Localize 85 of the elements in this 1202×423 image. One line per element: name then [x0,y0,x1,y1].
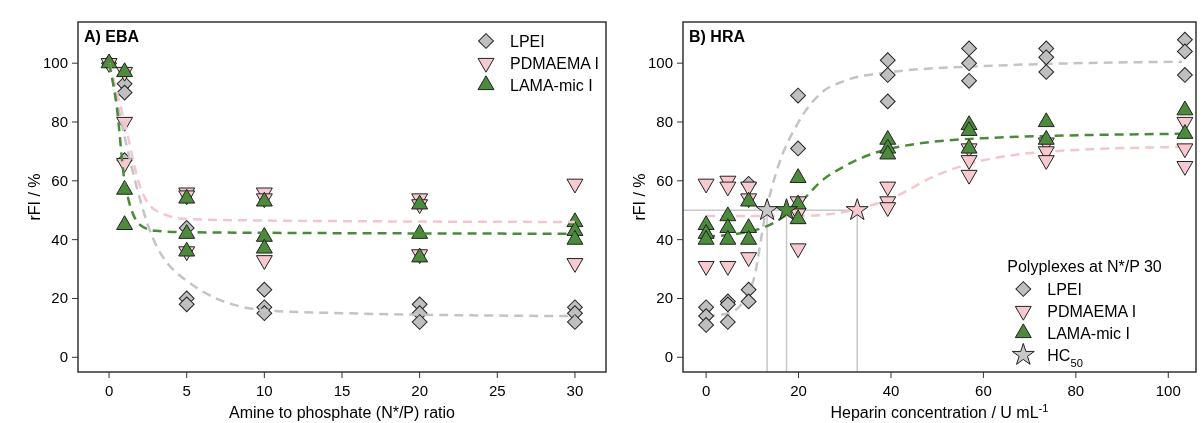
x-tick-label: 60 [975,382,992,399]
point [1176,31,1193,48]
x-tick-label: 20 [790,382,807,399]
point [879,67,896,83]
point [1176,124,1194,139]
point [116,179,134,195]
point [719,206,737,222]
point [740,218,758,233]
x-axis-title: Heparin concentration / U mL$^{-1}$ [830,402,1049,421]
point [1176,43,1193,60]
x-tick-label: 100 [1155,382,1181,399]
legend-label: PDMAEMA I [1047,303,1137,320]
x-tick-label: 25 [488,382,506,399]
y-axis-title: rFI / % [26,173,43,221]
legend-label: PDMAEMA I [510,55,599,72]
legend-title: Polyplexes at N*/P 30 [1007,258,1162,275]
x-tick-label: 40 [882,382,900,399]
legend-label: HC$_{50}$ [1047,347,1083,369]
point [961,72,977,89]
y-tick-label: 0 [664,348,673,366]
x-tick-label: 10 [256,382,273,399]
point [1037,129,1055,145]
point [178,296,195,313]
y-axis-title: rFI / % [631,173,648,221]
y-tick-label: 20 [51,289,68,307]
point [755,198,779,221]
point [116,62,134,78]
y-tick-label: 20 [656,289,673,307]
chart-title: B) HRA [689,28,746,45]
point [719,218,737,233]
x-tick-label: 80 [1067,382,1085,399]
point [256,281,273,298]
point [961,40,977,57]
point [960,138,978,154]
y-tick-label: 80 [51,113,68,130]
point [719,229,737,245]
point [1037,112,1055,128]
legend-label: LAMA-mic I [1047,325,1130,342]
point [567,314,583,330]
point [740,293,757,310]
legend-label: LPEI [1047,281,1082,298]
y-tick-label: 100 [42,54,68,72]
y-tick-label: 100 [647,54,673,72]
point [1038,64,1055,80]
chart-title: A) EBA [84,28,140,45]
point [879,144,897,160]
point [178,241,196,257]
legend-label: LPEI [510,33,545,50]
point [879,93,896,110]
point [1176,67,1193,83]
y-tick-label: 80 [656,113,673,130]
point [790,140,806,157]
x-tick-label: 30 [566,382,584,399]
y-tick-label: 40 [51,230,68,248]
point [411,314,428,330]
point [1176,100,1194,116]
point [255,238,273,254]
y-tick-label: 0 [59,348,68,366]
x-tick-label: 0 [104,382,114,399]
point [719,314,736,330]
point [790,87,806,104]
point [116,84,133,101]
point [789,168,807,183]
y-tick-label: 40 [656,230,673,248]
point [740,229,758,245]
x-tick-label: 5 [182,382,191,399]
point [1038,49,1055,66]
point [879,52,896,69]
x-axis-title: Amine to phosphate (N*/P) ratio [229,404,456,421]
point [411,224,429,239]
x-tick-label: 15 [333,382,351,399]
x-tick-label: 20 [411,382,428,399]
point [698,317,715,333]
x-tick-label: 0 [701,382,711,399]
y-tick-label: 60 [656,171,673,189]
legend-label: LAMA-mic I [510,77,593,94]
point [566,229,584,245]
point [697,229,715,245]
point [740,281,757,298]
point [255,227,273,242]
point [961,55,977,72]
point [116,215,134,231]
y-tick-label: 60 [51,171,68,189]
point [845,198,869,221]
point [960,121,978,136]
